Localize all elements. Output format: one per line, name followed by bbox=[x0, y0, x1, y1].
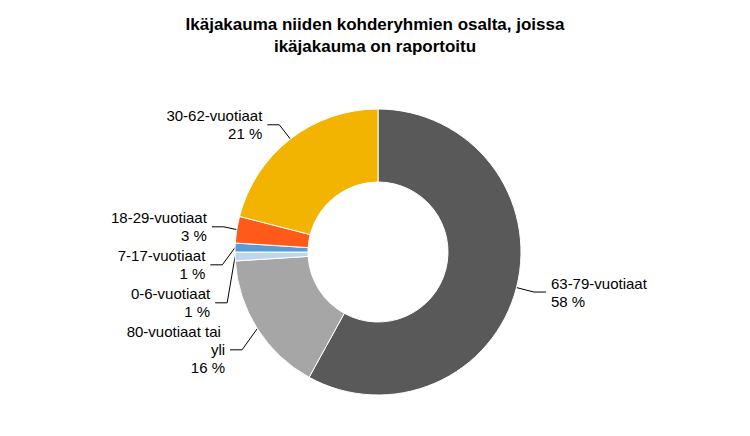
svg-text:63-79-vuotiaat: 63-79-vuotiaat bbox=[551, 275, 648, 292]
svg-text:1 %: 1 % bbox=[184, 303, 210, 320]
svg-text:58 %: 58 % bbox=[551, 293, 585, 310]
svg-text:80-vuotiaat tai: 80-vuotiaat tai bbox=[127, 323, 225, 340]
svg-text:Ikäjakauma niiden kohderyhmien: Ikäjakauma niiden kohderyhmien osalta, j… bbox=[186, 15, 565, 34]
svg-text:yli: yli bbox=[211, 341, 225, 358]
svg-text:ikäjakauma on raportoitu: ikäjakauma on raportoitu bbox=[274, 37, 476, 56]
svg-text:30-62-vuotiaat: 30-62-vuotiaat bbox=[166, 107, 263, 124]
svg-text:7-17-vuotiaat: 7-17-vuotiaat bbox=[118, 247, 206, 264]
svg-text:3 %: 3 % bbox=[181, 227, 207, 244]
svg-text:18-29-vuotiaat: 18-29-vuotiaat bbox=[111, 209, 208, 226]
svg-text:0-6-vuotiaat: 0-6-vuotiaat bbox=[131, 285, 211, 302]
svg-text:21 %: 21 % bbox=[228, 125, 262, 142]
svg-text:1 %: 1 % bbox=[179, 265, 205, 282]
svg-text:16 %: 16 % bbox=[191, 359, 225, 376]
